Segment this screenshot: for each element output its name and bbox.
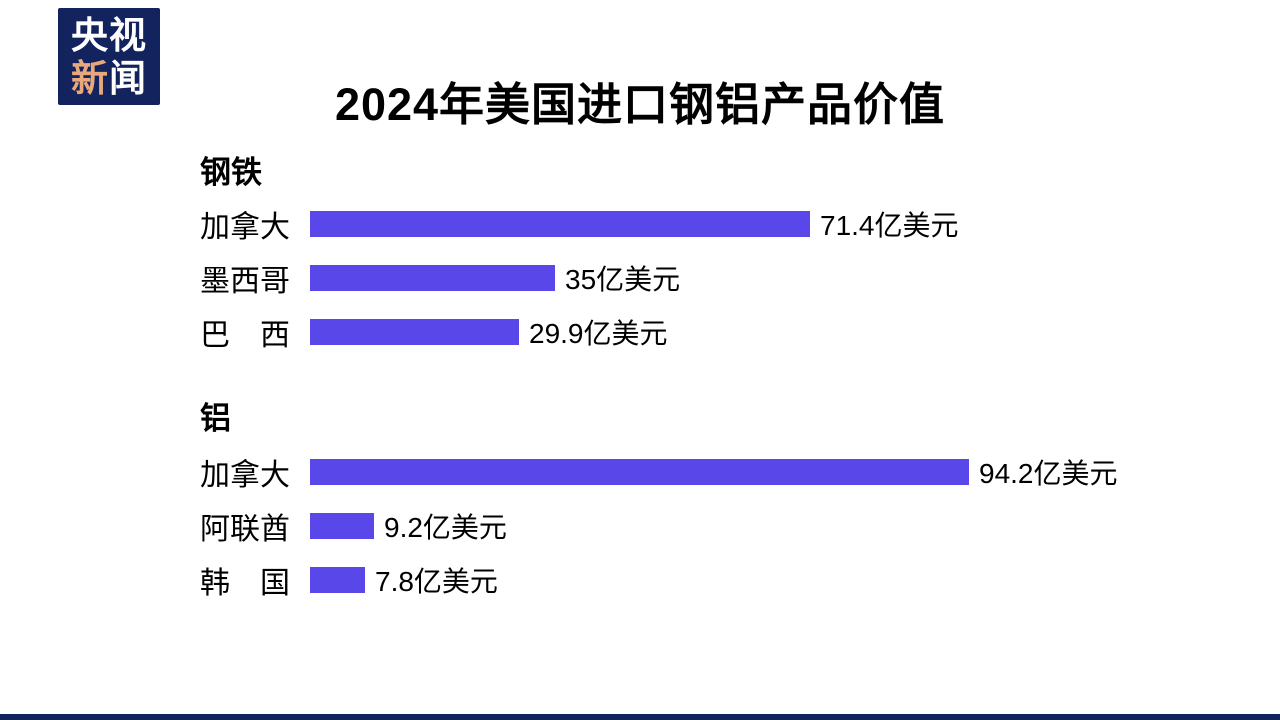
value-label: 7.8亿美元	[375, 566, 498, 597]
bar	[310, 265, 555, 291]
section-header-steel: 钢铁	[200, 155, 262, 190]
value-label: 94.2亿美元	[979, 458, 1118, 489]
value-label: 9.2亿美元	[384, 512, 507, 543]
value-label: 35亿美元	[565, 264, 681, 295]
page-title: 2024年美国进口钢铝产品价值	[334, 79, 946, 130]
row-label: 巴 西	[200, 319, 290, 352]
bar	[310, 567, 365, 593]
row-label: 加拿大	[200, 211, 290, 244]
value-label: 29.9亿美元	[529, 318, 668, 349]
logo-line2: 新闻	[71, 57, 147, 100]
cctv-news-logo: 央视 新闻	[58, 8, 160, 105]
chart-row-aluminum-canada: 加拿大 94.2亿美元	[200, 455, 1118, 492]
section-header-aluminum: 铝	[200, 401, 231, 436]
bar	[310, 319, 519, 345]
chart-row-steel-brazil: 巴 西 29.9亿美元	[200, 315, 668, 352]
row-label: 阿联酋	[200, 513, 290, 546]
chart-row-aluminum-korea: 韩 国 7.8亿美元	[200, 563, 498, 600]
chart-row-steel-mexico: 墨西哥 35亿美元	[200, 261, 681, 298]
bar	[310, 459, 969, 485]
bar	[310, 211, 810, 237]
logo-line1: 央视	[71, 14, 147, 56]
logo-line2-accent-char: 新	[71, 57, 109, 99]
bottom-accent-strip	[0, 714, 1280, 720]
logo-line2-rest: 闻	[109, 57, 147, 99]
row-label: 加拿大	[200, 459, 290, 492]
row-label: 墨西哥	[200, 265, 290, 298]
bar	[310, 513, 374, 539]
value-label: 71.4亿美元	[820, 210, 959, 241]
chart-row-steel-canada: 加拿大 71.4亿美元	[200, 207, 959, 244]
chart-row-aluminum-uae: 阿联酋 9.2亿美元	[200, 509, 507, 546]
row-label: 韩 国	[200, 567, 290, 600]
